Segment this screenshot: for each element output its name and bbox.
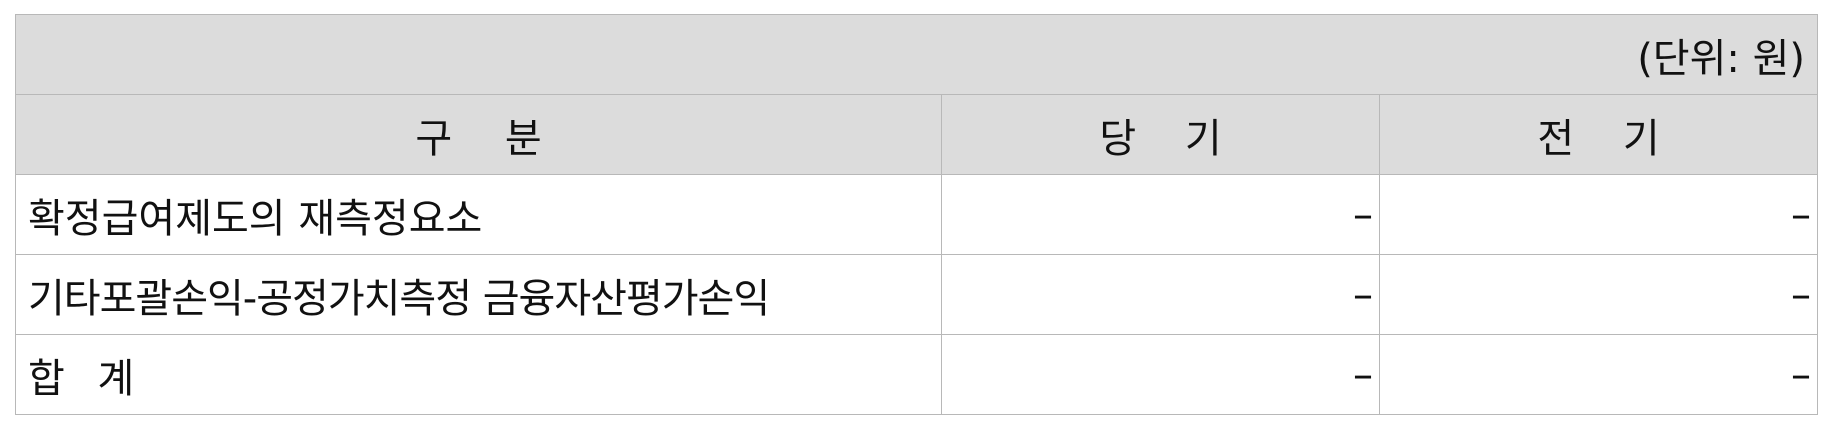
header-category: 구 분 <box>15 94 942 175</box>
table-row: 기타포괄손익-공정가치측정 금융자산평가손익 – – <box>15 254 1819 335</box>
row-prior-value: – <box>1378 254 1819 335</box>
unit-note: (단위: 원) <box>14 14 1819 95</box>
oci-table: (단위: 원) 구 분 당 기 전 기 확정급여제도의 재측정요소 – – 기타… <box>14 14 1819 415</box>
row-label: 기타포괄손익-공정가치측정 금융자산평가손익 <box>15 254 942 335</box>
header-prior-period: 전 기 <box>1378 94 1819 175</box>
header-row: 구 분 당 기 전 기 <box>15 94 1819 175</box>
row-prior-value: – <box>1378 334 1819 415</box>
row-current-value: – <box>941 174 1380 255</box>
row-label: 합 계 <box>15 334 942 415</box>
unit-row: (단위: 원) <box>14 14 1819 95</box>
table-row: 확정급여제도의 재측정요소 – – <box>15 174 1819 255</box>
table-row: 합 계 – – <box>15 334 1819 415</box>
header-current-period: 당 기 <box>941 94 1380 175</box>
row-prior-value: – <box>1378 174 1819 255</box>
row-current-value: – <box>941 334 1380 415</box>
row-label: 확정급여제도의 재측정요소 <box>15 174 942 255</box>
financial-table-container: (단위: 원) 구 분 당 기 전 기 확정급여제도의 재측정요소 – – 기타… <box>14 14 1819 415</box>
row-current-value: – <box>941 254 1380 335</box>
